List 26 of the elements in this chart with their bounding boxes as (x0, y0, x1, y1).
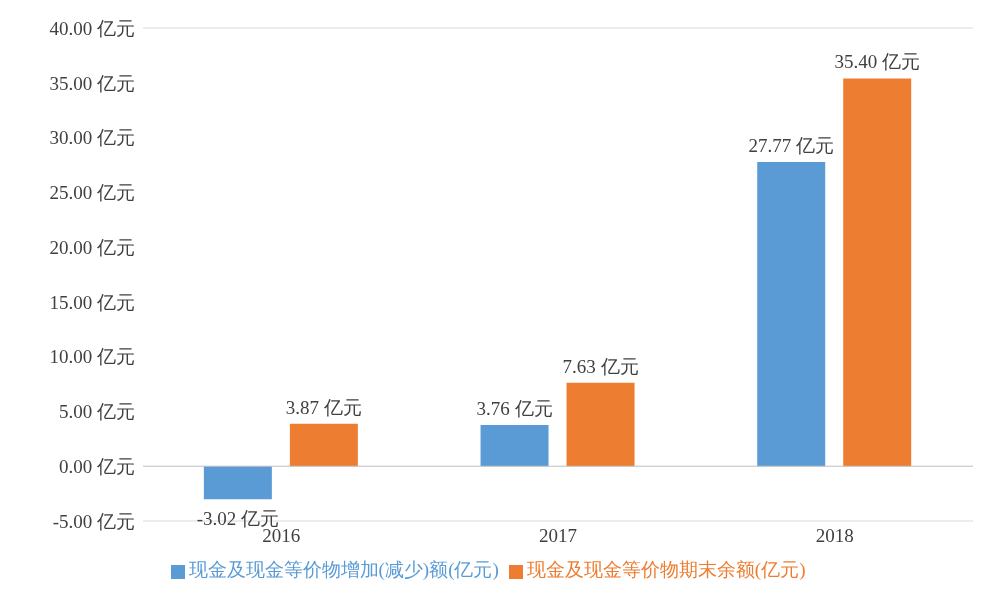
bar (566, 382, 635, 467)
data-label: 3.87 亿元 (285, 396, 362, 418)
data-label: -3.02 亿元 (196, 508, 280, 530)
y-tick-label: 25.00 亿元 (49, 182, 135, 204)
bar (289, 423, 358, 467)
y-tick-label: 15.00 亿元 (49, 291, 135, 313)
y-tick-label: 35.00 亿元 (49, 72, 135, 94)
bar (757, 161, 826, 467)
data-label: 3.76 亿元 (476, 398, 553, 420)
y-tick-label: 30.00 亿元 (49, 127, 135, 149)
x-tick-label: 2017 (539, 525, 577, 547)
y-tick-label: 0.00 亿元 (59, 455, 135, 477)
legend-label: 现金及现金等价物增加(减少)额(亿元) (188, 559, 499, 580)
bar (480, 425, 549, 467)
x-tick-label: 2018 (815, 525, 854, 547)
data-label: 27.77 亿元 (748, 134, 834, 156)
data-label: 35.40 亿元 (834, 51, 920, 73)
bar (203, 466, 272, 500)
y-tick-label: 10.00 亿元 (49, 346, 135, 368)
y-tick-label: 5.00 亿元 (59, 401, 135, 423)
y-tick-label: 20.00 亿元 (49, 236, 135, 258)
legend-label: 现金及现金等价物期末余额(亿元) (526, 559, 806, 580)
bar (843, 78, 912, 467)
y-tick-label: 40.00 亿元 (49, 17, 135, 39)
data-label: 7.63 亿元 (562, 355, 639, 377)
y-tick-label: -5.00 亿元 (52, 510, 135, 532)
